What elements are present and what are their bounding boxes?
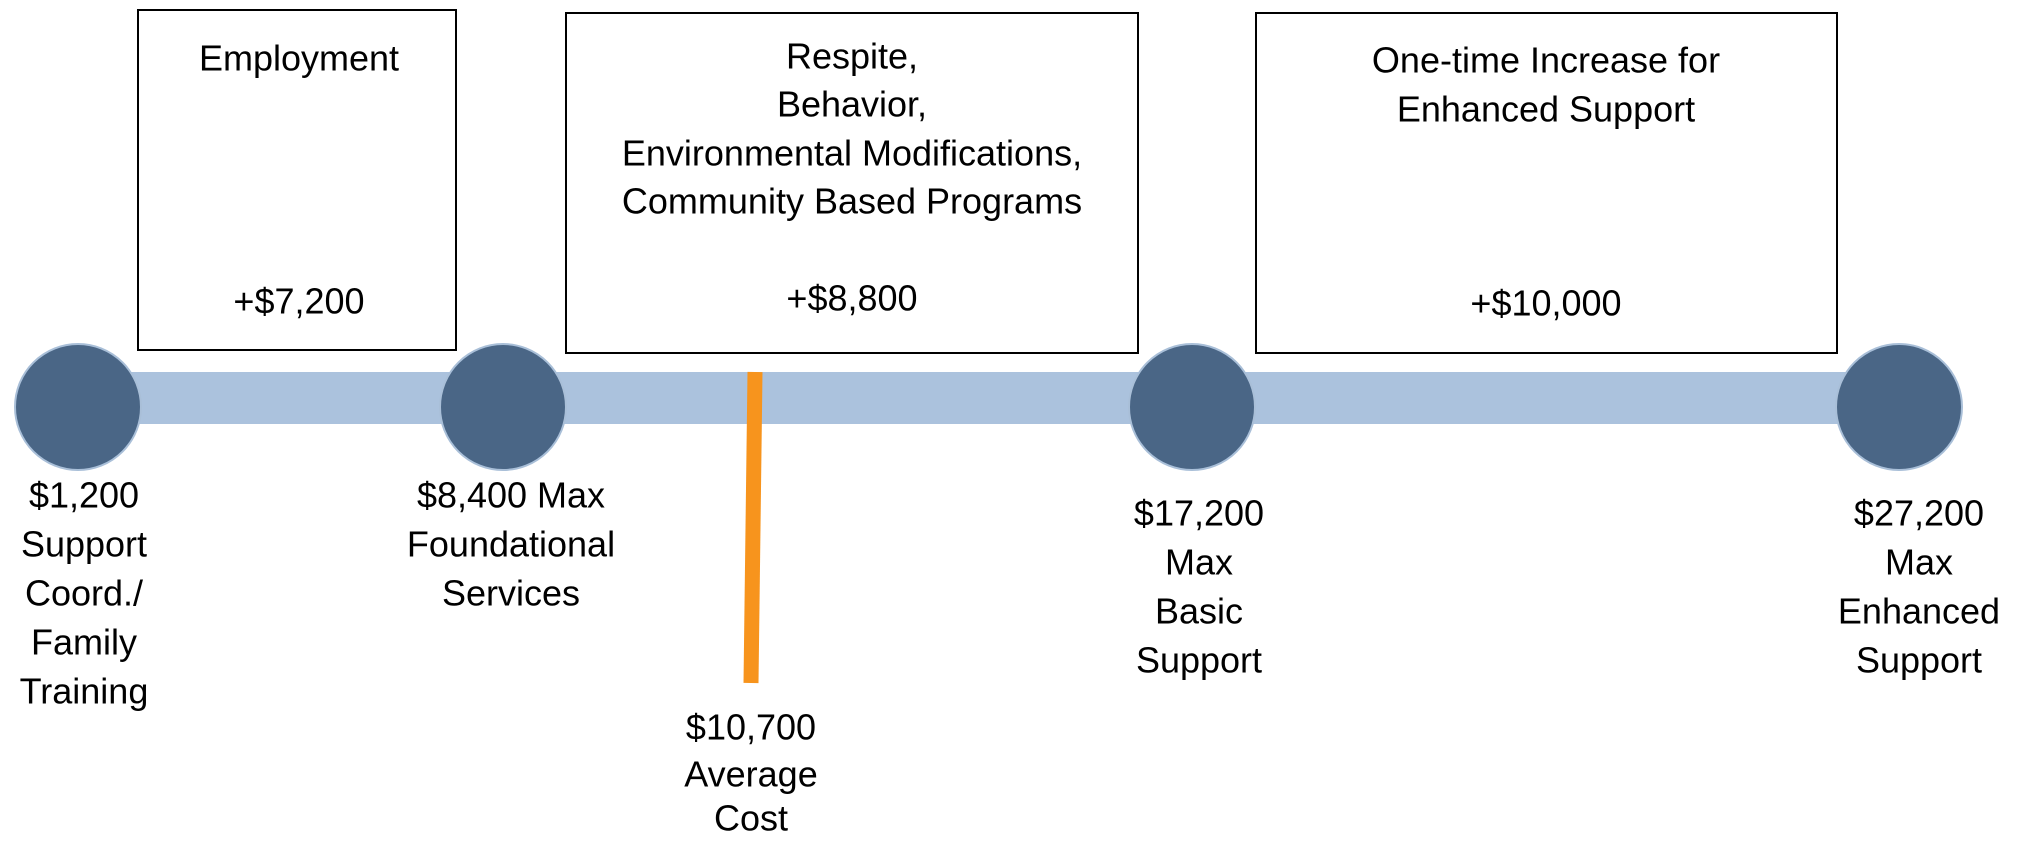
box-title: One-time Increase for: [1372, 40, 1720, 81]
milestone-label: Enhanced: [1838, 591, 2000, 632]
milestone-label: Coord./: [25, 573, 143, 614]
milestone-dot: [439, 343, 567, 471]
box-amount: +$7,200: [233, 281, 364, 322]
milestone-label: Foundational: [407, 524, 615, 565]
milestone-label: Max: [1165, 542, 1233, 583]
milestone-label: Family: [31, 622, 137, 663]
milestone-label: Basic: [1155, 591, 1243, 632]
average-label: Average: [684, 754, 817, 795]
box-title: Respite,: [786, 36, 918, 77]
milestone-label: Support: [1856, 640, 1982, 681]
box: [1255, 12, 1838, 354]
milestone-label: Support: [21, 524, 147, 565]
box-title: Environmental Modifications,: [622, 133, 1082, 174]
average-label: Cost: [714, 798, 788, 839]
box: [137, 9, 457, 351]
milestone-dot: [1128, 343, 1256, 471]
milestone-label: $1,200: [29, 475, 139, 516]
milestone-label: Services: [442, 573, 580, 614]
box-amount: +$8,800: [786, 278, 917, 319]
average-marker: [743, 371, 763, 684]
box-title: Employment: [199, 38, 399, 79]
average-label: $10,700: [686, 707, 816, 748]
box-title: Enhanced Support: [1397, 89, 1695, 130]
milestone-label: Max: [1885, 542, 1953, 583]
box-title: Community Based Programs: [622, 181, 1082, 222]
track: [78, 372, 1900, 424]
milestone-label: $8,400 Max: [417, 475, 605, 516]
milestone-label: $17,200: [1134, 493, 1264, 534]
milestone-label: $27,200: [1854, 493, 1984, 534]
milestone-dot: [14, 343, 142, 471]
box-amount: +$10,000: [1470, 283, 1621, 324]
box-title: Behavior,: [777, 84, 927, 125]
milestone-dot: [1835, 343, 1963, 471]
milestone-label: Training: [20, 671, 149, 712]
milestone-label: Support: [1136, 640, 1262, 681]
box: [565, 12, 1139, 354]
